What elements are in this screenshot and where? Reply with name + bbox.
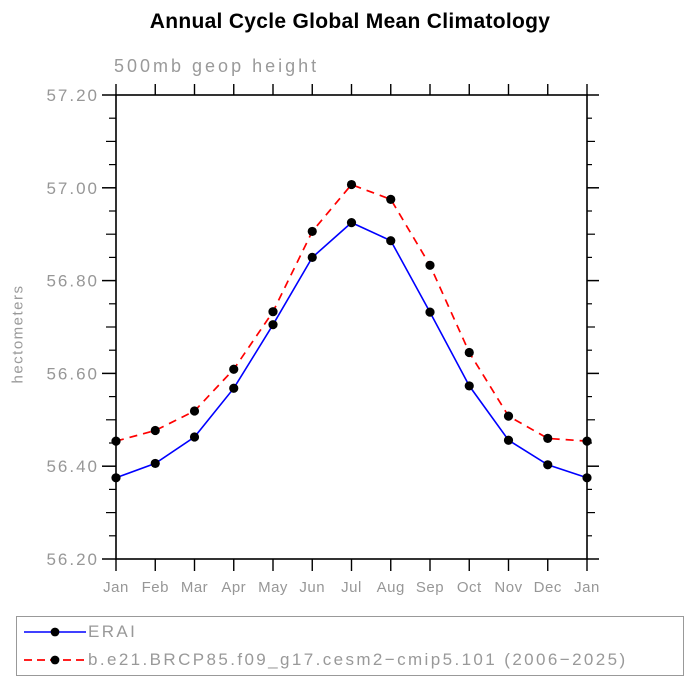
x-tick-label: Jan (574, 579, 600, 596)
data-point-marker (150, 458, 160, 469)
data-point-marker (268, 320, 278, 330)
legend-item-erai: ERAI (17, 619, 683, 645)
data-point-marker (425, 307, 435, 317)
x-tick-label: Nov (494, 579, 522, 596)
data-point-marker (189, 406, 200, 416)
data-point-marker (543, 433, 553, 443)
data-point-marker (111, 473, 121, 483)
data-point-marker (346, 179, 357, 190)
y-tick-label: 57.00 (46, 179, 99, 198)
legend-label-model: b.e21.BRCP85.f09_g17.cesm2−cmip5.101 (20… (88, 650, 628, 669)
x-tick-labels: Jan Feb Mar Apr May Jun Jul Aug Sep Oct Nov Dec Jan (103, 579, 600, 596)
data-point-marker (386, 236, 396, 246)
series-line-erai (115, 221, 588, 479)
y-tick-label: 56.40 (46, 457, 99, 476)
x-tick-label: May (258, 579, 288, 596)
data-point-marker (543, 460, 553, 470)
legend: ERAI b.e21.BRCP85.f09_g17.cesm2−cmip5.10… (16, 616, 684, 676)
data-series (111, 179, 592, 483)
x-tick-label: Sep (416, 579, 444, 596)
data-point-marker (307, 252, 317, 262)
x-axis-ticks (115, 84, 588, 571)
data-point-marker (150, 425, 160, 436)
x-tick-label: Feb (142, 579, 169, 596)
data-point-marker (503, 411, 514, 421)
data-point-marker (582, 473, 592, 483)
erai-line-sample (24, 627, 86, 637)
data-point-marker (189, 432, 200, 442)
data-point-marker (307, 226, 317, 237)
x-tick-label: Aug (377, 579, 405, 596)
y-axis-ticks (102, 94, 599, 560)
data-point-marker (425, 260, 435, 270)
y-tick-labels: 56.20 56.40 56.60 56.80 57.00 57.20 (46, 86, 99, 569)
x-tick-label: Jan (103, 579, 129, 596)
plot-frame (115, 94, 588, 560)
data-point-marker (268, 307, 278, 317)
chart-title: Annual Cycle Global Mean Climatology (149, 10, 551, 33)
data-point-marker (111, 436, 121, 446)
data-point-marker (386, 194, 396, 204)
axis-frame (115, 94, 588, 560)
legend-item-model: b.e21.BRCP85.f09_g17.cesm2−cmip5.101 (20… (17, 647, 683, 673)
x-tick-label: Oct (457, 579, 482, 596)
x-tick-label: Jun (299, 579, 325, 596)
x-tick-label: Dec (534, 579, 562, 596)
data-point-marker (503, 435, 514, 445)
legend-label-erai: ERAI (88, 622, 138, 641)
chart-subtitle: 500mb geop height (114, 56, 320, 76)
y-tick-label: 56.20 (46, 550, 99, 569)
y-tick-label: 56.80 (46, 272, 99, 291)
x-tick-label: Apr (221, 579, 246, 596)
x-tick-label: Jul (341, 579, 362, 596)
data-point-marker (229, 364, 239, 374)
x-tick-label: Mar (181, 579, 208, 596)
y-tick-label: 57.20 (46, 86, 99, 105)
data-point-marker (464, 381, 474, 391)
model-line-sample (24, 655, 86, 665)
data-point-marker (346, 218, 357, 228)
data-point-marker (229, 383, 239, 393)
data-point-marker (464, 347, 474, 358)
y-tick-label: 56.60 (46, 364, 99, 383)
data-point-marker (582, 436, 592, 446)
